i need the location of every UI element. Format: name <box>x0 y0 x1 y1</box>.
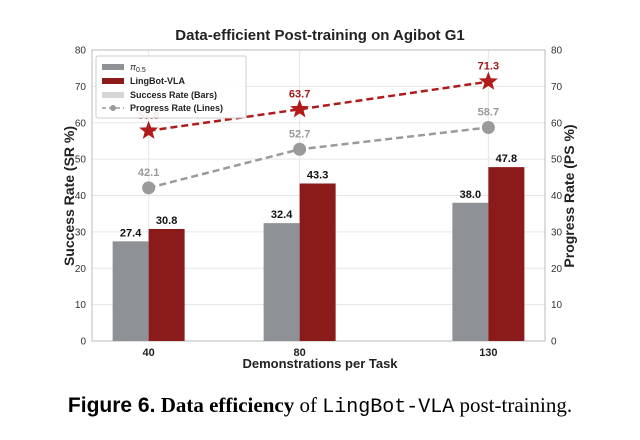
bars <box>112 167 525 341</box>
y-tick-label-left: 30 <box>75 227 87 238</box>
bar <box>263 223 300 341</box>
line-point-circle <box>481 120 495 134</box>
y-tick-label-right: 50 <box>551 155 563 166</box>
line-value-label: 58.7 <box>478 106 499 118</box>
y-axis-label-right: Progress Rate (PS %) <box>561 124 577 267</box>
line-value-label: 52.7 <box>289 128 310 140</box>
bar <box>452 202 489 341</box>
legend-label-pi05: π0.5 <box>130 62 146 74</box>
bar <box>112 241 149 341</box>
bar <box>148 228 185 341</box>
bar-value-label: 32.4 <box>271 209 293 221</box>
chart-title: Data-efficient Post-training on Agibot G… <box>175 27 464 44</box>
legend-swatch-bars <box>102 92 124 98</box>
y-tick-label-left: 40 <box>75 191 87 202</box>
x-tick-label: 40 <box>143 347 155 359</box>
line-point-circle <box>142 181 156 195</box>
bar-value-label: 47.8 <box>496 153 517 165</box>
line-point-star <box>139 120 159 139</box>
line-value-label: 71.3 <box>478 61 499 73</box>
y-tick-label-left: 70 <box>75 82 87 93</box>
bar-value-label: 38.0 <box>460 189 481 201</box>
caption-bold: Data efficiency <box>160 393 295 417</box>
y-tick-label-right: 30 <box>551 227 563 238</box>
y-tick-label-left: 80 <box>75 46 87 57</box>
y-tick-label-left: 0 <box>80 337 86 348</box>
caption-mono: LingBot-VLA <box>322 396 455 419</box>
bar-value-label: 27.4 <box>120 227 142 239</box>
line-value-label: 42.1 <box>138 167 159 179</box>
bar <box>299 183 336 341</box>
y-tick-label-right: 70 <box>551 82 563 93</box>
bar-value-label: 43.3 <box>307 169 328 181</box>
line-value-label: 63.7 <box>289 88 310 100</box>
y-tick-label-right: 80 <box>551 46 563 57</box>
y-tick-label-left: 20 <box>75 264 87 275</box>
legend-swatch-pi05 <box>102 64 124 70</box>
figure-caption: Figure 6. Data efficiency of LingBot-VLA… <box>0 393 640 419</box>
y-tick-label-right: 60 <box>551 118 563 129</box>
y-tick-label-right: 40 <box>551 191 563 202</box>
x-axis-label: Demonstrations per Task <box>242 356 398 371</box>
axes: 0 0 10 10 20 20 30 30 40 40 50 50 60 60 70 70 80 80 40 80 13… <box>75 46 563 360</box>
legend-label-bars: Success Rate (Bars) <box>130 90 217 100</box>
legend: π0.5 LingBot-VLA Success Rate (Bars) Pro… <box>95 55 247 119</box>
y-tick-label-right: 0 <box>551 337 557 348</box>
y-tick-label-left: 50 <box>75 155 87 166</box>
caption-label: Figure 6. <box>67 394 156 417</box>
y-tick-label-left: 60 <box>75 118 87 129</box>
legend-swatch-lines-marker <box>110 105 116 111</box>
bar-value-label: 30.8 <box>156 215 177 227</box>
caption-text-2: post-training. <box>454 393 573 417</box>
legend-label-lines: Progress Rate (Lines) <box>130 103 223 113</box>
chart: Data-efficient Post-training on Agibot G… <box>61 27 577 371</box>
lines <box>139 71 498 195</box>
y-tick-label-right: 20 <box>551 264 563 275</box>
y-axis-label-left: Success Rate (SR %) <box>61 126 77 266</box>
y-tick-label-right: 10 <box>551 300 563 311</box>
bar <box>488 167 525 341</box>
line-point-star <box>290 99 310 118</box>
line-point-circle <box>293 142 307 156</box>
series-line <box>148 80 489 132</box>
legend-label-lingbot: LingBot-VLA <box>130 76 185 86</box>
legend-box <box>95 55 247 119</box>
caption-text-1: of <box>294 393 323 417</box>
x-tick-label: 80 <box>294 347 306 359</box>
y-tick-label-left: 10 <box>75 300 87 311</box>
x-tick-label: 130 <box>479 347 497 359</box>
legend-swatch-lingbot <box>102 78 124 84</box>
line-point-star <box>478 71 498 90</box>
